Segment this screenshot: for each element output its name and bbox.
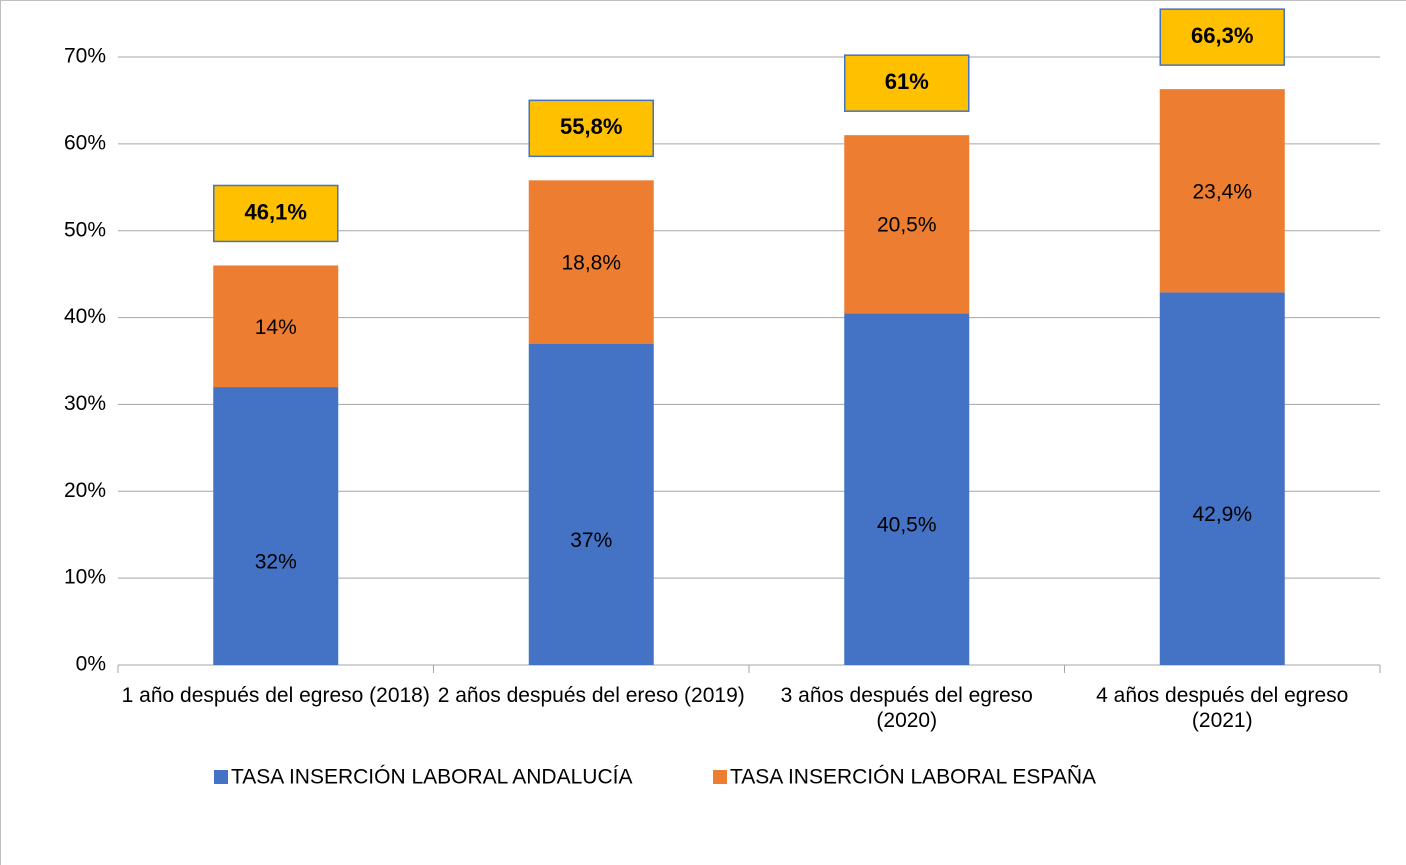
total-box <box>528 99 654 158</box>
data-label: 18,8% <box>561 252 621 275</box>
bar-segment <box>213 387 339 665</box>
data-label: 32% <box>255 551 297 574</box>
x-tick-label: 2 años después del ereso (2019) <box>437 684 745 707</box>
y-tick-label: 50% <box>64 218 106 241</box>
y-tick-label: 20% <box>64 479 106 502</box>
total-box <box>213 184 339 243</box>
total-label: 66,3% <box>1191 23 1253 48</box>
y-tick-label: 60% <box>64 131 106 154</box>
bar-segment <box>1159 292 1285 665</box>
x-tick-label: 4 años después del egreso (2021) <box>1096 684 1349 732</box>
data-label: 42,9% <box>1192 503 1252 526</box>
bar-segment <box>844 135 970 314</box>
legend-swatch <box>214 770 228 784</box>
x-tick-label: 1 año después del egreso (2018) <box>121 684 430 707</box>
legend-label: TASA INSERCIÓN LABORAL ANDALUCÍA <box>231 766 632 789</box>
total-box <box>844 54 970 112</box>
y-tick-label: 40% <box>64 305 106 328</box>
data-label: 40,5% <box>877 514 937 537</box>
total-box <box>1159 8 1285 66</box>
y-tick-label: 0% <box>76 653 106 676</box>
total-label: 46,1% <box>245 199 307 224</box>
legend-label: TASA INSERCIÓN LABORAL ESPAÑA <box>730 765 1096 789</box>
y-tick-label: 10% <box>64 566 106 589</box>
bar-segment <box>213 265 339 388</box>
total-label: 61% <box>885 69 929 94</box>
bar-segment <box>1159 89 1285 293</box>
data-label: 14% <box>255 316 297 339</box>
legend-swatch <box>713 770 727 784</box>
x-tick-label: 3 años después del egreso (2020) <box>780 684 1033 732</box>
data-label: 23,4% <box>1192 180 1252 203</box>
bar-segment <box>528 180 654 344</box>
y-tick-label: 30% <box>64 392 106 415</box>
y-tick-label: 70% <box>64 45 106 68</box>
bar-segment <box>844 313 970 665</box>
total-label: 55,8% <box>560 114 622 139</box>
bar-segment <box>528 343 654 665</box>
data-label: 37% <box>570 529 612 552</box>
data-label: 20,5% <box>877 214 937 237</box>
